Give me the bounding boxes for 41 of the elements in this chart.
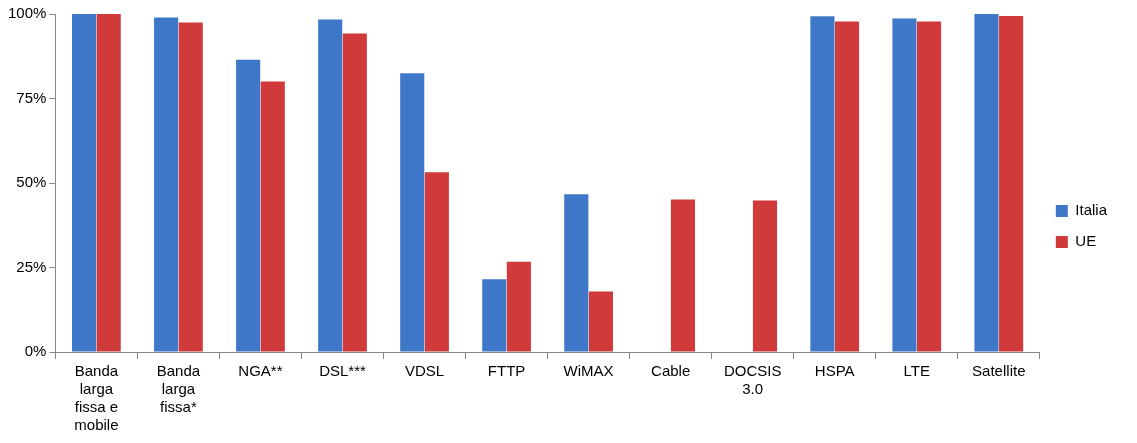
x-tick-label: WiMAX xyxy=(563,362,614,380)
x-tick-label: Banda larga fissa* xyxy=(156,362,201,416)
bar xyxy=(752,200,778,352)
y-tick-label: 50% xyxy=(16,173,47,191)
x-tick-label: LTE xyxy=(903,362,930,380)
x-tick-label: DSL*** xyxy=(319,362,366,380)
bar xyxy=(506,261,531,352)
bar xyxy=(974,14,999,352)
bar xyxy=(424,172,449,352)
bar xyxy=(892,18,917,352)
bar xyxy=(834,21,860,352)
bar xyxy=(400,73,425,352)
legend-label: UE xyxy=(1075,232,1097,250)
bar xyxy=(154,17,179,352)
x-tick-label: DOCSIS 3.0 xyxy=(723,362,782,398)
x-tick-label: Banda larga fissa e mobile xyxy=(74,362,119,434)
bar xyxy=(999,16,1024,352)
bar xyxy=(342,33,367,352)
bar xyxy=(318,19,343,352)
bar xyxy=(482,279,507,352)
y-tick-label: 0% xyxy=(24,342,47,360)
bar xyxy=(588,291,613,352)
y-tick-label: 75% xyxy=(16,88,47,106)
bar xyxy=(810,16,835,352)
bar xyxy=(917,21,942,352)
y-tick-label: 100% xyxy=(7,4,47,22)
bar xyxy=(72,14,97,352)
y-tick-label: 25% xyxy=(16,257,47,275)
bar xyxy=(564,194,589,352)
x-tick-label: Satellite xyxy=(972,362,1026,380)
legend-label: Italia xyxy=(1075,201,1108,219)
bar xyxy=(670,199,696,352)
bar xyxy=(260,81,285,352)
bar xyxy=(236,59,261,352)
x-tick-label: FTTP xyxy=(487,362,526,380)
bar xyxy=(96,14,121,352)
x-tick-label: Cable xyxy=(651,362,691,380)
x-tick-label: VDSL xyxy=(404,362,445,380)
x-tick-label: NGA** xyxy=(238,362,283,380)
bar xyxy=(178,22,203,352)
x-tick-label: HSPA xyxy=(814,362,855,380)
